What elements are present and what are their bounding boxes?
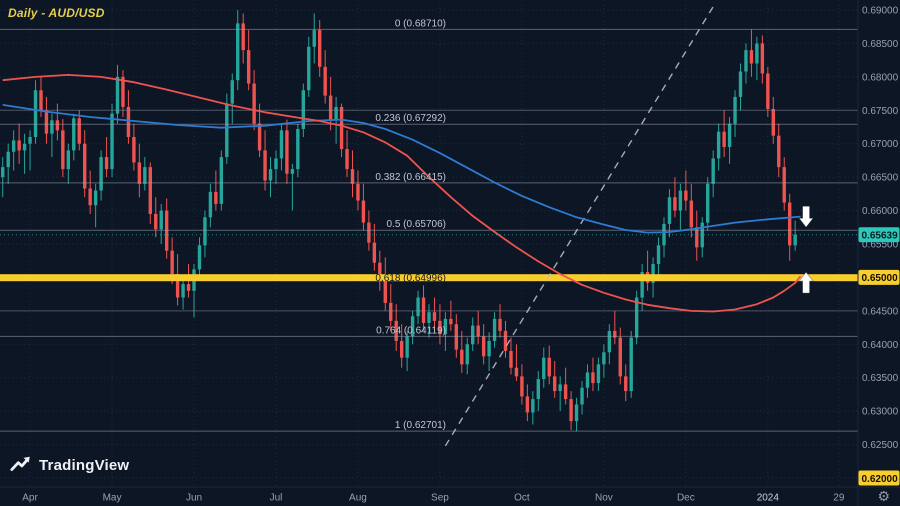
tradingview-logo-icon <box>10 456 30 471</box>
fib-label: 0.618 (0.64996) <box>375 273 446 284</box>
settings-gear-icon[interactable]: ⚙ <box>877 488 890 504</box>
price-axis[interactable]: 0.69000 0.68500 0.68000 0.67500 0.67000 0.665… <box>857 0 900 506</box>
candles-layer <box>1 10 797 432</box>
fib-label: 0.236 (0.67292) <box>375 113 446 124</box>
fib-label: 0 (0.68710) <box>395 18 446 29</box>
price-tick-label: 0.63000 <box>862 407 899 418</box>
fib-label: 0.382 (0.66415) <box>375 172 446 183</box>
time-tick-label: May <box>103 493 122 504</box>
grid-layer <box>0 0 858 487</box>
time-tick-label: Sep <box>431 493 449 504</box>
arrow-down-marker[interactable] <box>798 205 814 228</box>
price-tick-label: 0.67000 <box>862 139 899 150</box>
price-tick-label: 0.65500 <box>862 240 899 251</box>
ma-blue-line[interactable] <box>2 104 801 234</box>
price-tick-label: 0.68000 <box>862 72 899 83</box>
symbol-legend[interactable]: Daily - AUD/USD <box>8 6 105 20</box>
fib-label: 0.764 (0.64119) <box>376 325 446 336</box>
arrow-up-marker[interactable] <box>798 271 814 294</box>
time-tick-label: 29 <box>833 493 845 504</box>
price-badge <box>858 470 900 486</box>
price-tick-label: 0.62500 <box>862 440 899 451</box>
time-tick-label: Aug <box>349 493 367 504</box>
time-tick-label: Jul <box>270 493 283 504</box>
time-tick-label: Apr <box>22 493 38 504</box>
price-tick-label: 0.63500 <box>862 373 899 384</box>
price-badge-label: 0.65000 <box>862 273 899 284</box>
time-tick-label: Nov <box>595 493 613 504</box>
time-axis[interactable]: Apr May Jun Jul Aug Sep Oct Nov Dec 2024 29 <box>0 486 900 504</box>
price-badge <box>858 227 900 243</box>
fib-labels-layer: 0 (0.68710) 0.236 (0.67292) 0.382 (0.66415… <box>375 18 446 431</box>
tradingview-logo-text: TradingView <box>39 456 130 474</box>
fib-label: 1 (0.62701) <box>395 420 446 431</box>
price-tick-label: 0.66500 <box>862 173 899 184</box>
price-tick-label: 0.64000 <box>862 340 899 351</box>
price-tick-label: 0.67500 <box>862 106 899 117</box>
tradingview-logo[interactable]: TradingView <box>10 454 129 476</box>
levels-layer <box>0 28 858 432</box>
ma-red-line[interactable] <box>2 74 802 313</box>
price-badge-label: 0.62000 <box>862 474 899 485</box>
price-tick-label: 0.66000 <box>862 206 899 217</box>
price-tick-label: 0.68500 <box>862 39 899 50</box>
fib-label: 0.5 (0.65706) <box>387 219 447 230</box>
price-badge-label: 0.65639 <box>862 231 899 242</box>
time-tick-label: Jun <box>186 493 202 504</box>
price-badge <box>858 269 900 285</box>
time-tick-label: Oct <box>514 493 530 504</box>
time-tick-label: Dec <box>677 493 695 504</box>
time-tick-label: 2024 <box>757 493 780 504</box>
fib-highlight-band <box>0 274 858 282</box>
price-tick-label: 0.69000 <box>862 6 899 17</box>
price-tick-label: 0.64500 <box>862 306 899 317</box>
